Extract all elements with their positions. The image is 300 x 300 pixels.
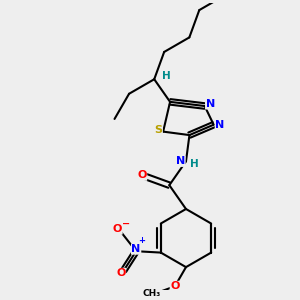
Text: N: N	[176, 156, 185, 167]
Text: H: H	[162, 71, 171, 82]
Text: O: O	[137, 170, 147, 180]
Text: N: N	[215, 120, 224, 130]
Text: H: H	[190, 159, 199, 169]
Text: N: N	[206, 99, 215, 109]
Text: S: S	[154, 125, 162, 135]
Text: O: O	[113, 224, 122, 234]
Text: CH₃: CH₃	[143, 289, 161, 298]
Text: N: N	[131, 244, 141, 254]
Text: +: +	[138, 236, 145, 244]
Text: O: O	[116, 268, 126, 278]
Text: O: O	[170, 281, 180, 291]
Text: −: −	[122, 218, 130, 229]
